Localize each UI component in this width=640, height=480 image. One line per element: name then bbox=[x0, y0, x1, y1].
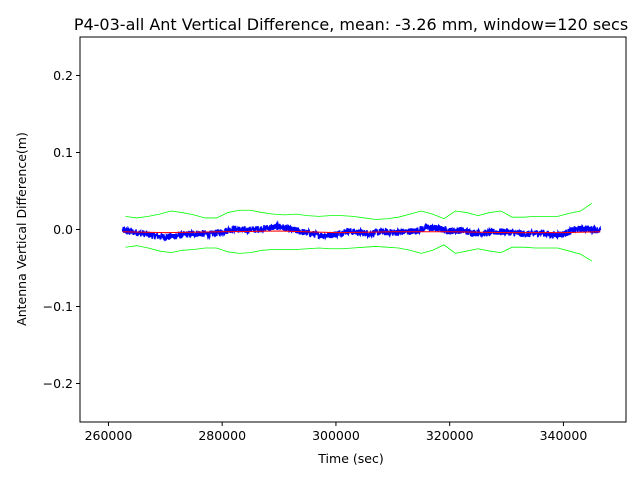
y-axis: −0.2 −0.1 0.0 0.1 0.2 bbox=[43, 68, 80, 391]
y-tick-label: 0.2 bbox=[53, 68, 73, 83]
x-axis: 260000 280000 300000 320000 340000 bbox=[85, 422, 588, 443]
y-tick-label: 0.0 bbox=[53, 222, 73, 237]
series-line-green-3 bbox=[125, 244, 593, 262]
series-layer bbox=[121, 202, 602, 262]
y-tick-label: 0.1 bbox=[53, 145, 73, 160]
series-line-blue bbox=[121, 220, 602, 242]
x-tick-label: 340000 bbox=[540, 428, 588, 443]
x-tick-label: 320000 bbox=[426, 428, 474, 443]
chart-title: P4-03-all Ant Vertical Difference, mean:… bbox=[74, 15, 628, 34]
y-tick-label: −0.2 bbox=[43, 376, 73, 391]
x-tick-label: 280000 bbox=[198, 428, 246, 443]
x-tick-label: 260000 bbox=[85, 428, 133, 443]
y-tick-label: −0.1 bbox=[43, 299, 73, 314]
y-axis-label: Antenna Vertical Difference(m) bbox=[14, 132, 29, 326]
x-axis-label: Time (sec) bbox=[317, 451, 383, 466]
series-line-red bbox=[122, 230, 601, 234]
x-tick-label: 300000 bbox=[312, 428, 360, 443]
series-line-green-2 bbox=[125, 202, 593, 220]
